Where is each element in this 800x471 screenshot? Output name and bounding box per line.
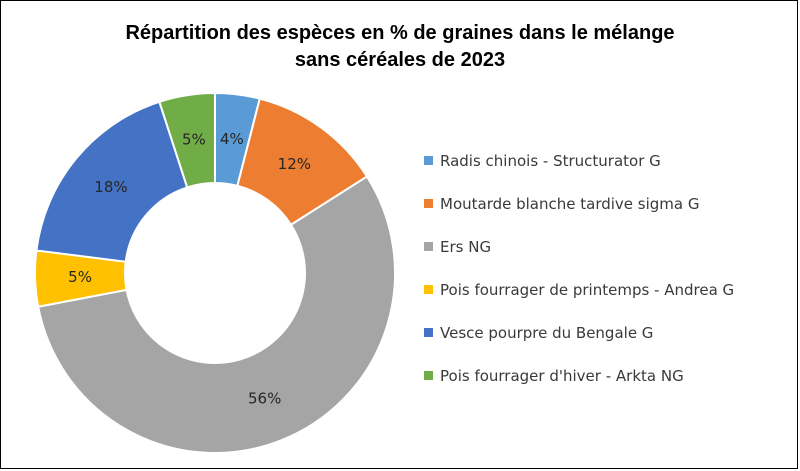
donut-slice-3 xyxy=(37,175,396,454)
data-label-3: 56% xyxy=(248,390,281,408)
data-label-6: 5% xyxy=(182,131,206,149)
legend-label: Pois fourrager d'hiver - Arkta NG xyxy=(440,366,684,385)
donut-slice-6 xyxy=(158,91,216,189)
legend-label: Moutarde blanche tardive sigma G xyxy=(440,194,700,213)
legend-swatch xyxy=(424,242,433,251)
donut-slice-5 xyxy=(35,100,189,263)
legend-item-2: Moutarde blanche tardive sigma G xyxy=(424,182,734,225)
legend-item-1: Radis chinois - Structurator G xyxy=(424,139,734,182)
chart-title: Répartition des espèces en % de graines … xyxy=(0,20,800,74)
legend-swatch xyxy=(424,328,433,337)
legend-swatch xyxy=(424,285,433,294)
legend-label: Pois fourrager de printemps - Andrea G xyxy=(440,280,735,299)
legend-label: Vesce pourpre du Bengale G xyxy=(440,323,654,342)
legend-swatch xyxy=(424,199,433,208)
legend-swatch xyxy=(424,156,433,165)
legend-item-4: Pois fourrager de printemps - Andrea G xyxy=(424,268,734,311)
data-label-5: 18% xyxy=(94,178,127,196)
chart-title-line-2: sans céréales de 2023 xyxy=(294,49,506,71)
legend-label: Ers NG xyxy=(440,237,492,256)
data-label-4: 5% xyxy=(68,268,92,286)
chart-legend: Radis chinois - Structurator G Moutarde b… xyxy=(424,139,734,397)
data-label-2: 12% xyxy=(278,155,311,173)
legend-label: Radis chinois - Structurator G xyxy=(440,151,661,170)
legend-swatch xyxy=(424,371,433,380)
legend-item-6: Pois fourrager d'hiver - Arkta NG xyxy=(424,354,734,397)
chart-title-line-1: Répartition des espèces en % de graines … xyxy=(125,22,675,44)
legend-item-3: Ers NG xyxy=(424,225,734,268)
legend-item-5: Vesce pourpre du Bengale G xyxy=(424,311,734,354)
data-label-1: 4% xyxy=(220,130,244,148)
